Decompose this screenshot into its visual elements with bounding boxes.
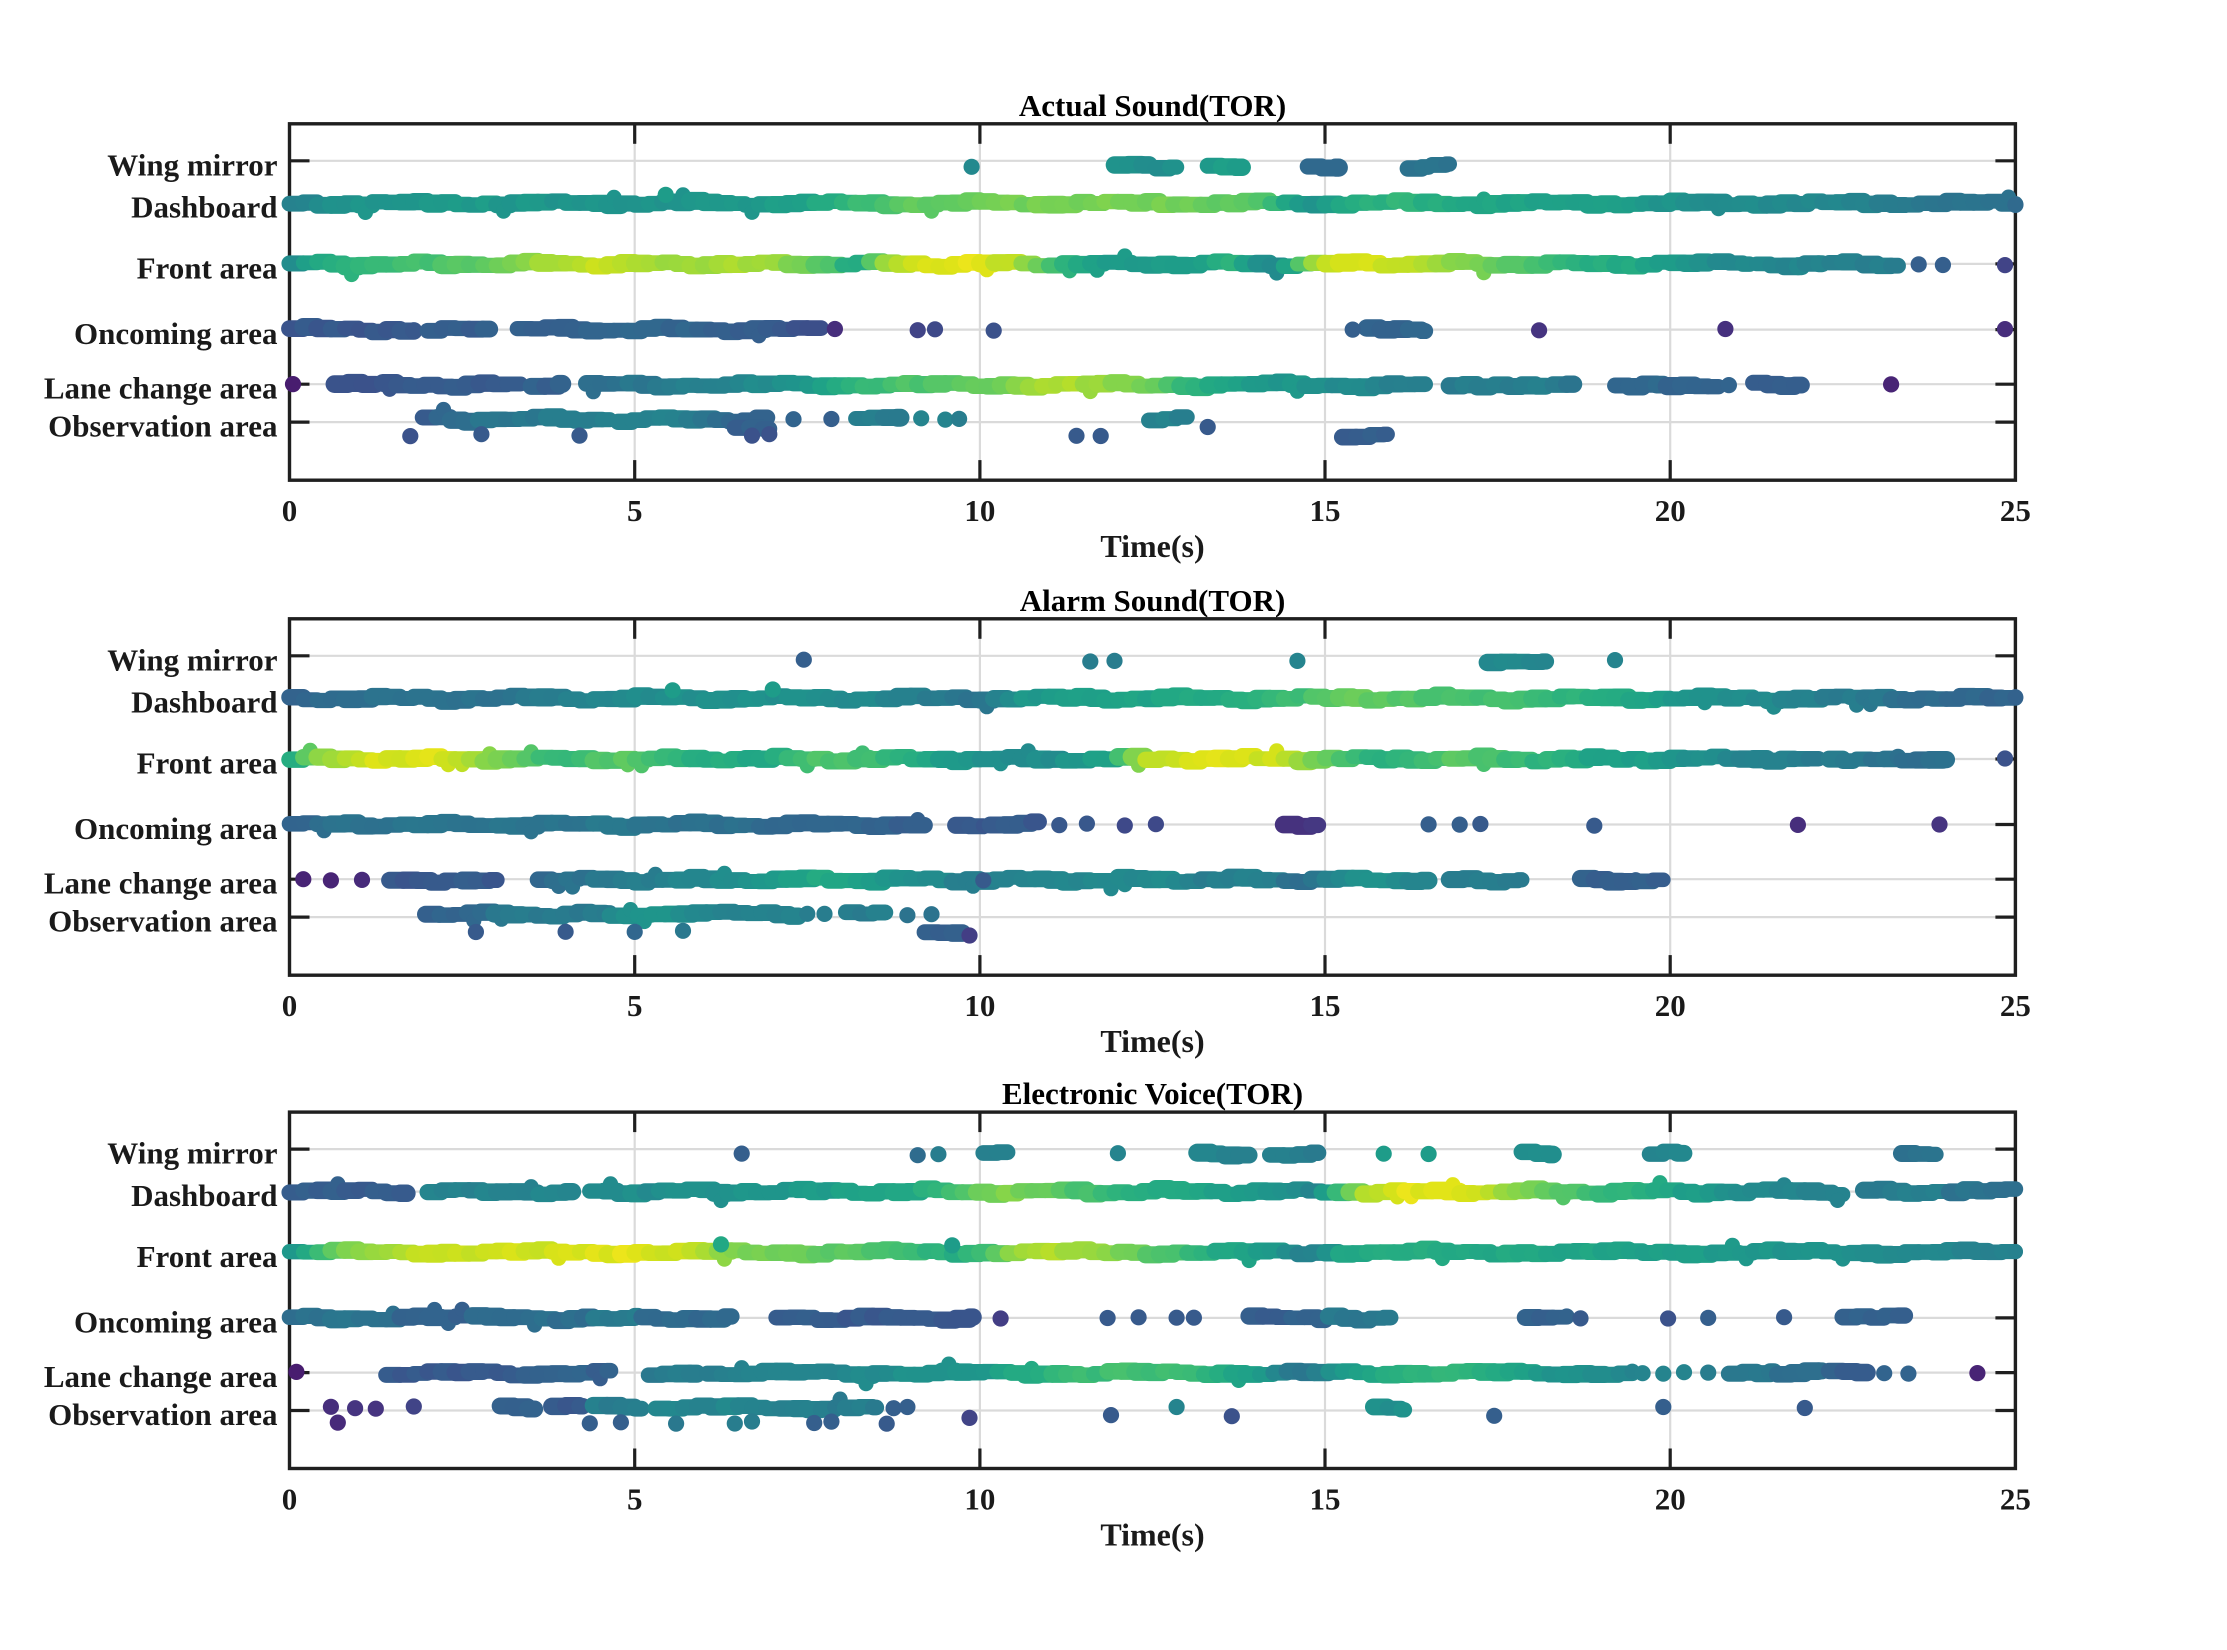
svg-text:Lane change area: Lane change area	[44, 866, 278, 901]
svg-text:0: 0	[282, 988, 298, 1023]
svg-text:Lane change area: Lane change area	[44, 1359, 278, 1394]
svg-text:Lane change area: Lane change area	[44, 371, 278, 406]
svg-text:Time(s): Time(s)	[1100, 1517, 1204, 1553]
svg-text:Front area: Front area	[137, 746, 278, 781]
svg-text:Observation area: Observation area	[48, 904, 278, 939]
svg-text:10: 10	[964, 1482, 995, 1517]
svg-text:20: 20	[1655, 988, 1686, 1023]
svg-text:20: 20	[1655, 1482, 1686, 1517]
svg-text:Dashboard: Dashboard	[131, 190, 277, 225]
svg-text:Observation area: Observation area	[48, 1397, 278, 1432]
svg-text:10: 10	[964, 493, 995, 528]
svg-text:Time(s): Time(s)	[1100, 528, 1204, 564]
svg-text:Dashboard: Dashboard	[131, 685, 277, 720]
svg-text:Observation area: Observation area	[48, 409, 278, 444]
svg-text:Wing mirror: Wing mirror	[107, 147, 277, 182]
svg-text:20: 20	[1655, 493, 1686, 528]
svg-text:Time(s): Time(s)	[1100, 1023, 1204, 1059]
svg-text:15: 15	[1310, 988, 1341, 1023]
svg-text:Front area: Front area	[137, 250, 278, 285]
svg-text:Electronic Voice(TOR): Electronic Voice(TOR)	[1002, 1076, 1303, 1111]
svg-text:5: 5	[627, 988, 643, 1023]
svg-text:Wing mirror: Wing mirror	[107, 1136, 277, 1171]
svg-text:Dashboard: Dashboard	[131, 1178, 277, 1213]
svg-text:5: 5	[627, 1482, 643, 1517]
svg-text:25: 25	[2000, 1482, 2031, 1517]
svg-text:25: 25	[2000, 493, 2031, 528]
svg-text:Actual Sound(TOR): Actual Sound(TOR)	[1019, 88, 1286, 123]
svg-text:15: 15	[1310, 1482, 1341, 1517]
svg-text:0: 0	[282, 1482, 298, 1517]
svg-text:Alarm Sound(TOR): Alarm Sound(TOR)	[1020, 583, 1286, 618]
svg-text:Front area: Front area	[137, 1239, 278, 1274]
svg-text:5: 5	[627, 493, 643, 528]
svg-text:15: 15	[1310, 493, 1341, 528]
svg-text:25: 25	[2000, 988, 2031, 1023]
svg-text:Oncoming area: Oncoming area	[74, 811, 278, 846]
svg-text:0: 0	[282, 493, 298, 528]
svg-text:10: 10	[964, 988, 995, 1023]
svg-text:Oncoming area: Oncoming area	[74, 316, 278, 351]
svg-text:Oncoming area: Oncoming area	[74, 1304, 278, 1339]
svg-text:Wing mirror: Wing mirror	[107, 642, 277, 677]
